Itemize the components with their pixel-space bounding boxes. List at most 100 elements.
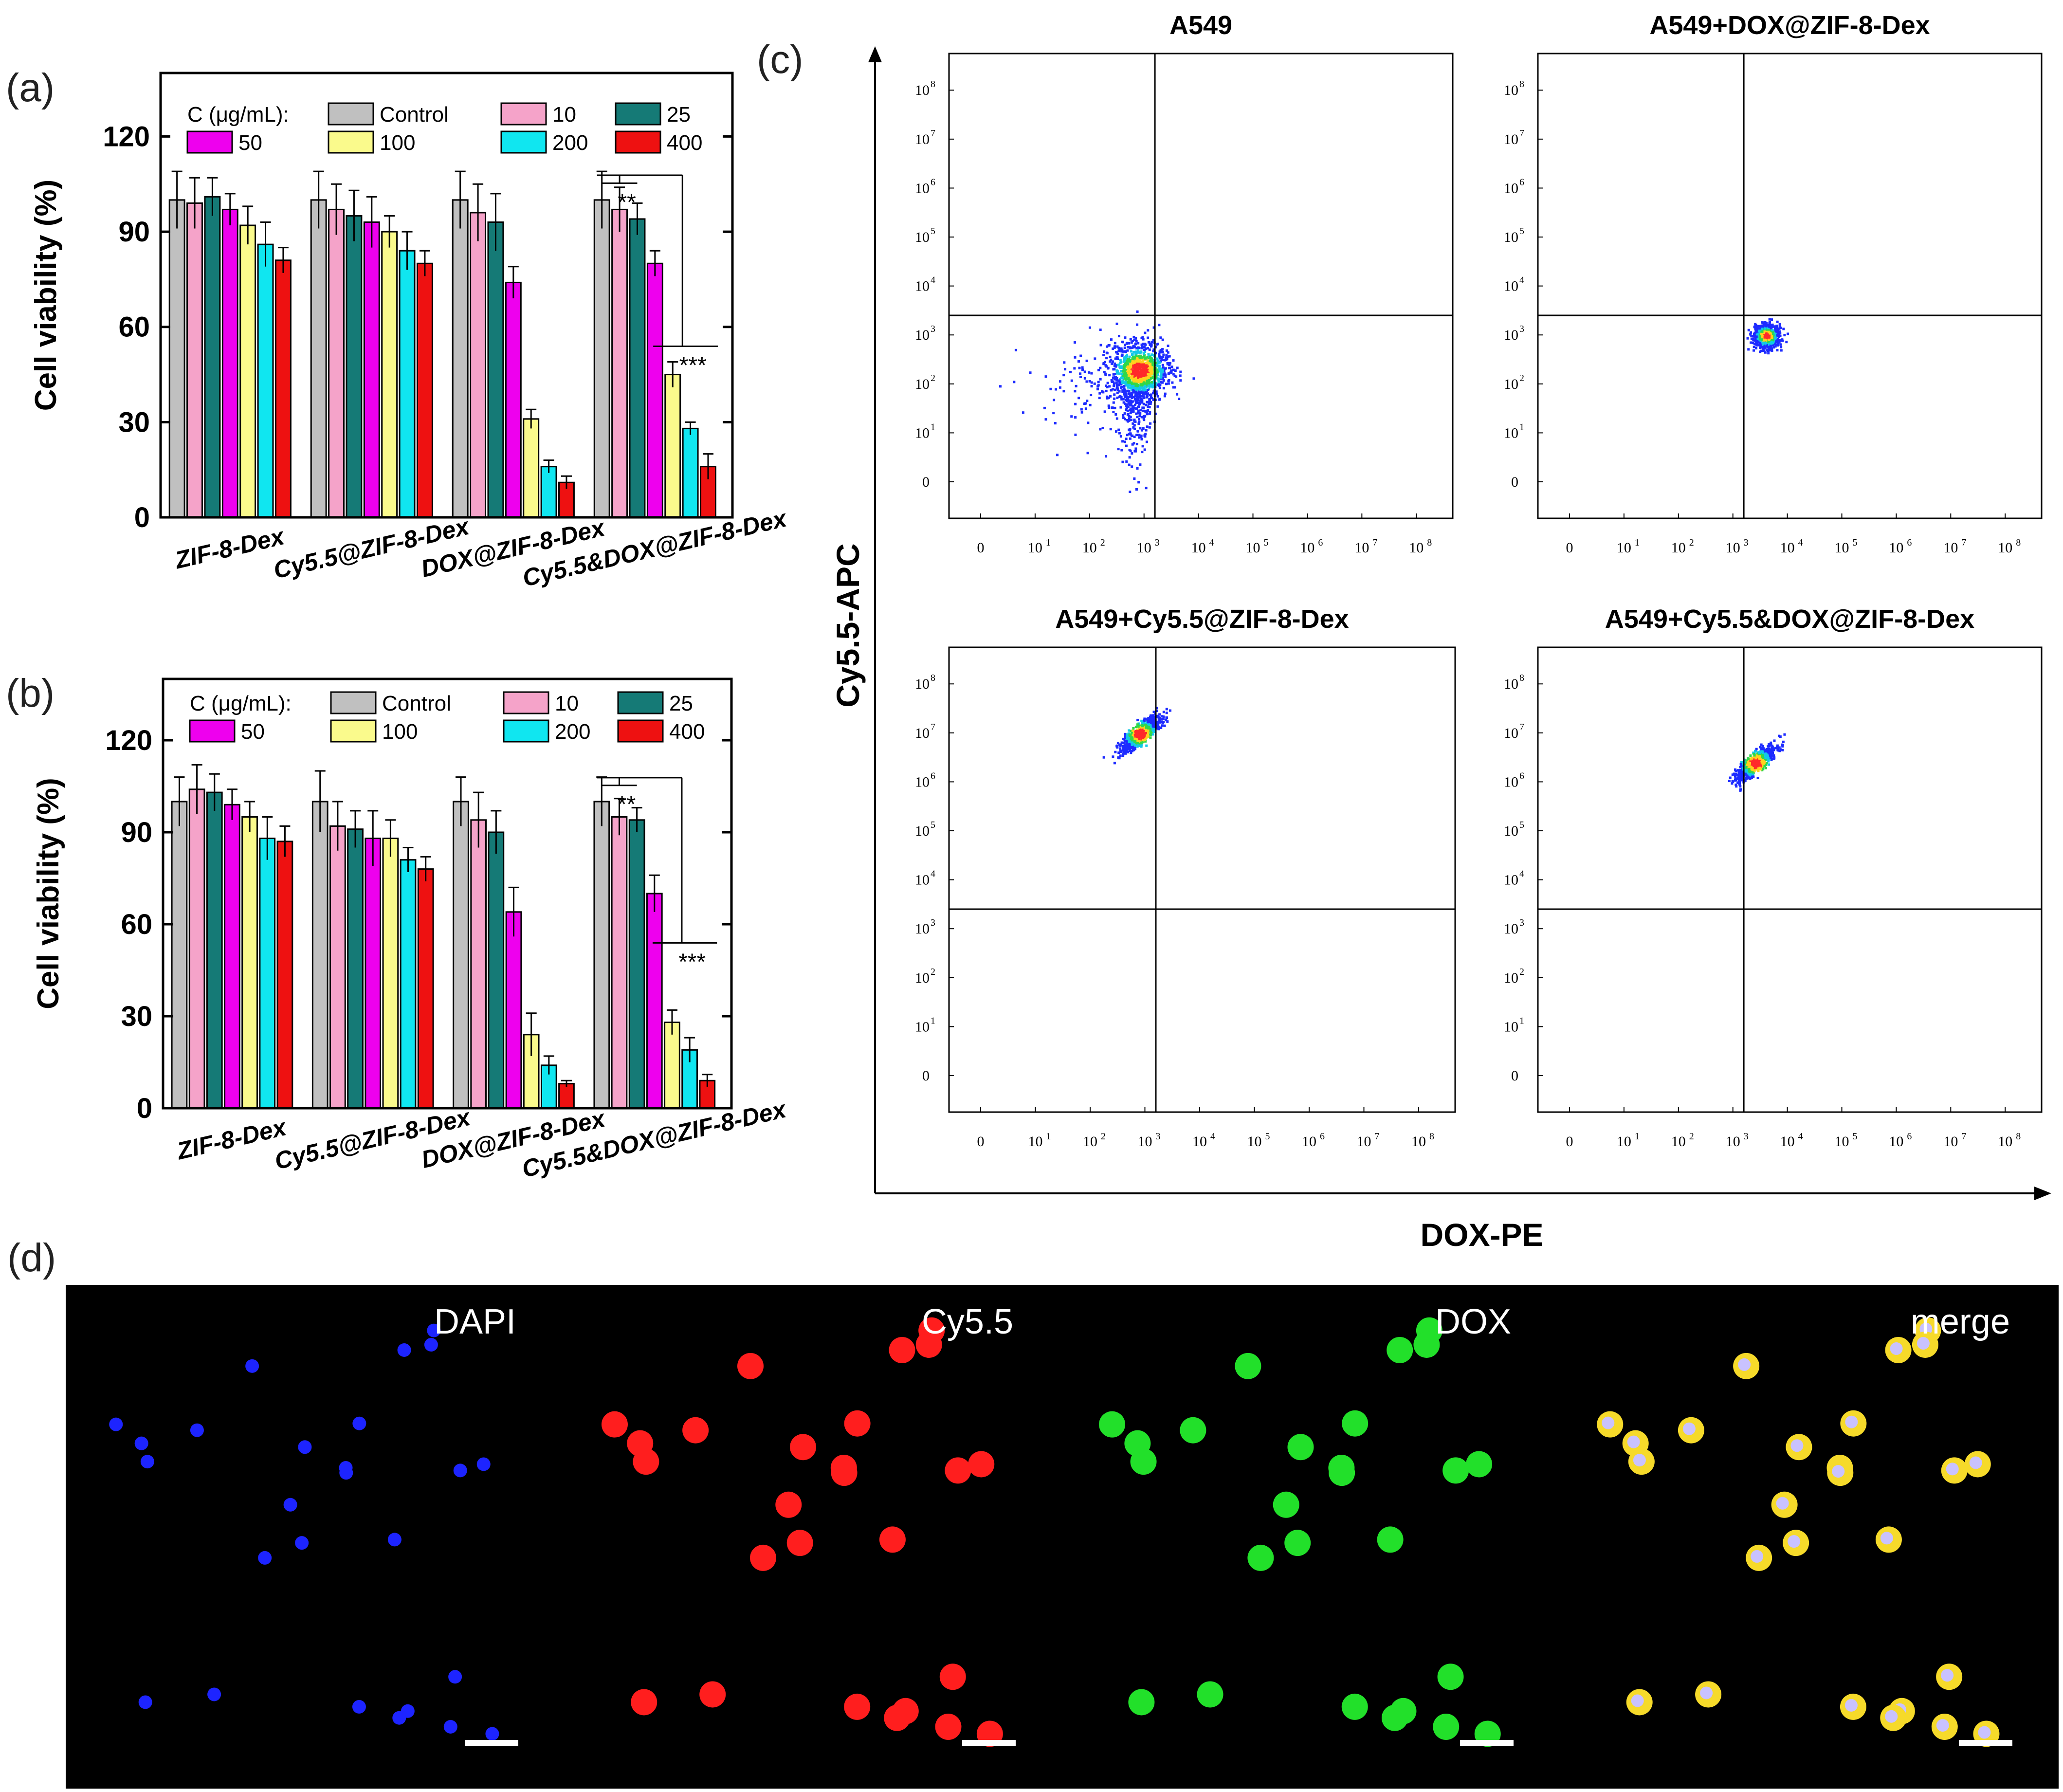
event-dot: [1157, 378, 1160, 381]
event-dot: [1106, 395, 1109, 398]
event-dot: [1753, 331, 1756, 334]
event-dot: [1171, 381, 1174, 384]
event-dot: [1144, 331, 1147, 334]
event-dot: [1139, 361, 1142, 364]
event-dot: [1777, 335, 1780, 338]
x-tick-exponent: 5: [1853, 1131, 1858, 1142]
x-tick-exponent: 2: [1689, 537, 1694, 548]
x-tick-exponent: 6: [1907, 1131, 1912, 1142]
event-dot: [1085, 359, 1088, 362]
event-dot: [1156, 721, 1159, 724]
event-dot: [1780, 349, 1783, 352]
cell: [190, 1423, 204, 1437]
event-dot: [1762, 346, 1765, 349]
event-dot: [1762, 347, 1765, 350]
event-dot: [1739, 763, 1742, 766]
event-dot: [1142, 391, 1145, 394]
event-dot: [1761, 745, 1764, 748]
event-dot: [1758, 757, 1761, 760]
event-dot: [1116, 357, 1119, 360]
event-dot: [1129, 372, 1132, 375]
event-dot: [1766, 335, 1769, 338]
event-dot: [1116, 352, 1119, 355]
event-dot: [1759, 765, 1762, 768]
event-dot: [1150, 366, 1153, 369]
panel-label: (c): [757, 37, 803, 82]
event-dot: [1779, 748, 1782, 751]
event-dot: [1139, 388, 1142, 391]
event-dot: [1127, 405, 1130, 408]
event-dot: [1739, 766, 1742, 768]
plot-frame: [948, 53, 1454, 519]
event-dot: [1137, 366, 1140, 369]
event-dot: [1148, 720, 1151, 723]
event-dot: [1167, 382, 1170, 385]
event-dot: [1156, 405, 1159, 408]
event-dot: [1778, 330, 1781, 333]
event-dot: [1134, 337, 1137, 340]
x-tick-label: 10: [1191, 540, 1206, 556]
event-dot: [1145, 429, 1148, 432]
event-dot: [1108, 374, 1111, 377]
event-dot: [1127, 751, 1130, 754]
event-dot: [1131, 340, 1134, 343]
event-dot: [1161, 377, 1164, 380]
event-dot: [1135, 733, 1138, 736]
y-tick-label: 0: [922, 1068, 930, 1084]
cell: [453, 1463, 467, 1478]
event-dot: [1783, 733, 1786, 736]
event-dot: [1136, 350, 1139, 353]
y-tick-label: 10: [1504, 823, 1518, 839]
event-dot: [1131, 346, 1133, 349]
bar: [453, 801, 469, 1109]
y-tick-label: 10: [915, 82, 930, 98]
event-dot: [1142, 359, 1145, 362]
cell: [699, 1681, 726, 1708]
event-dot: [1132, 383, 1134, 385]
y-tick-label: 30: [121, 1001, 152, 1032]
event-dot: [1108, 385, 1111, 388]
event-dot: [1133, 368, 1136, 371]
event-dot: [1762, 751, 1765, 754]
event-dot: [1771, 748, 1774, 750]
event-dot: [1132, 335, 1135, 338]
event-dot: [1122, 747, 1125, 750]
cell: [968, 1451, 995, 1478]
event-dot: [1772, 754, 1775, 757]
event-dot: [1144, 347, 1147, 350]
event-dot: [1153, 723, 1156, 726]
event-dot: [1135, 360, 1138, 363]
event-dot: [1138, 728, 1141, 731]
event-dot: [1129, 359, 1132, 362]
event-dot: [1762, 341, 1765, 344]
event-dot: [1106, 382, 1109, 384]
event-dot: [1118, 390, 1121, 393]
event-dot: [1134, 730, 1137, 732]
event-dot: [1767, 745, 1770, 748]
event-dot: [1141, 399, 1144, 402]
event-dot: [1766, 755, 1769, 758]
event-dot: [1135, 371, 1138, 374]
event-dot: [1166, 363, 1169, 366]
event-dot: [1155, 393, 1158, 396]
event-dot: [1155, 371, 1158, 374]
event-dot: [1758, 333, 1761, 336]
panel-label: (b): [6, 671, 55, 715]
cell-nucleus: [1844, 1699, 1858, 1712]
cell: [789, 1434, 816, 1461]
plot-title: A549: [1169, 11, 1232, 40]
bar: [399, 250, 416, 518]
event-dot: [1758, 336, 1761, 339]
event-dot: [1137, 372, 1140, 375]
cell: [1130, 1448, 1157, 1475]
bar: [505, 281, 522, 518]
event-dot: [1765, 333, 1768, 336]
cell: [945, 1457, 971, 1484]
event-dot: [1163, 395, 1166, 398]
x-tick-label: 10: [1302, 1134, 1316, 1150]
event-dot: [1116, 355, 1119, 358]
x-tick-exponent: 3: [1155, 537, 1160, 548]
event-dot: [1074, 433, 1077, 436]
y-tick-label: 0: [134, 502, 150, 533]
cell: [109, 1417, 123, 1431]
